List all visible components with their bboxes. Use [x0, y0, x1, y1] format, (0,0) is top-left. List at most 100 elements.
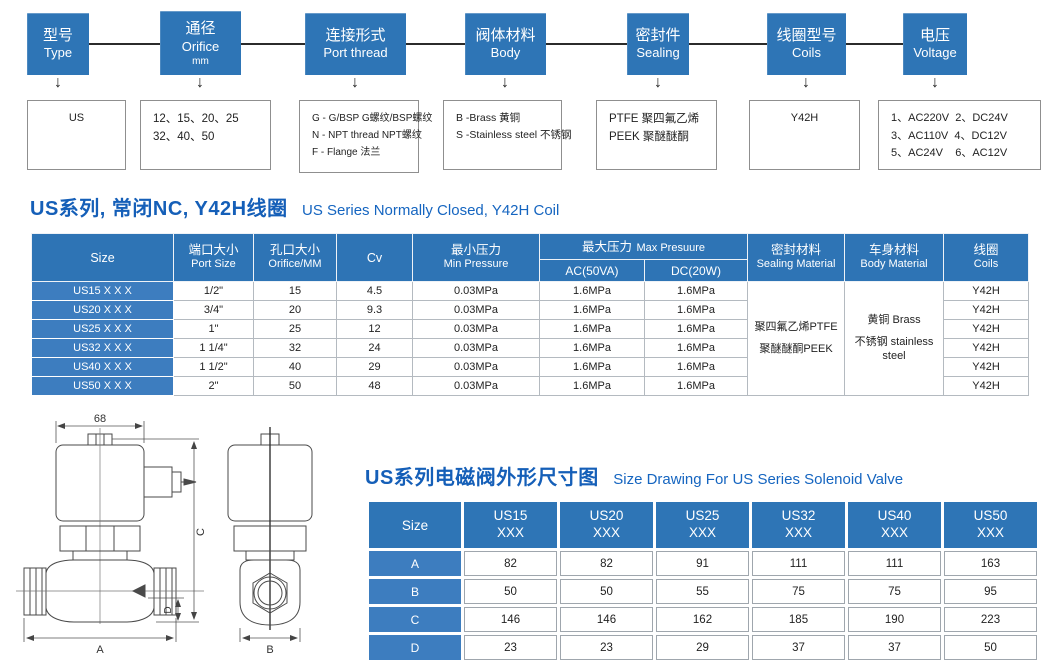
size-table-container: Size US15 XXX US20 XXX US25 XXX US32 XXX US4…: [366, 499, 1040, 663]
spec-cell: 0.03MPa: [412, 300, 540, 320]
spec-cell: 0.03MPa: [412, 357, 540, 377]
option-line: 5、AC24V 6、AC12V: [891, 147, 1008, 160]
flow-node-label-zh: 连接形式: [325, 26, 386, 44]
flow-node-label-en: Voltage: [913, 45, 957, 61]
flow-node-label-en: Orifice: [181, 38, 220, 54]
spec-row-label: US25 X X X: [31, 319, 174, 339]
size-cell: 50: [944, 635, 1037, 660]
spec-row: US32 X X X 1 1/4" 32 24 0.03MPa 1.6MPa 1…: [31, 338, 1030, 358]
dim-label-a: A: [96, 644, 104, 656]
col-header-cv: Cv: [336, 233, 413, 282]
flow-node-label-zh: 密封件: [635, 26, 681, 44]
flow-node-label-en: Body: [490, 45, 521, 61]
option-line: Y42H: [790, 112, 819, 124]
down-arrow-icon: ↓: [802, 74, 810, 91]
flow-node-label-sub: mm: [192, 55, 209, 67]
option-line: 32、40、50: [153, 131, 215, 144]
spec-table: Size 端口大小 Port Size 孔口大小 Orifice/MM Cv 最小压…: [31, 233, 1030, 396]
col-header-coils: 线圈 Coils: [943, 233, 1030, 282]
option-line: 12、15、20、25: [153, 113, 239, 125]
flow-node-label-zh: 型号: [42, 26, 73, 44]
size-cell: 95: [944, 579, 1037, 604]
size-cell: 163: [944, 551, 1037, 576]
size-cell: 223: [944, 607, 1037, 632]
option-line: PTFE 聚四氟乙烯: [609, 113, 700, 125]
body-material-cell: 黄铜 Brass 不锈钢 stainless steel: [844, 281, 945, 396]
spec-cell: 1.6MPa: [539, 300, 645, 320]
flow-options-type: US: [27, 100, 126, 170]
model-header-us25: US25 XXX: [656, 502, 749, 548]
spec-cell: 9.3: [336, 300, 413, 320]
spec-cell: 25: [253, 319, 337, 339]
flow-connector-line: [89, 43, 160, 45]
size-cell: 37: [848, 635, 941, 660]
size-cell: 50: [560, 579, 653, 604]
spec-cell: 3/4": [173, 300, 254, 320]
flow-node-label-zh: 线圈型号: [776, 26, 837, 44]
option-line: 3、AC110V 4、DC12V: [891, 129, 1007, 142]
down-arrow-icon: ↓: [196, 74, 204, 91]
spec-cell: 1.6MPa: [643, 281, 749, 301]
spec-row: US15 X X X 1/2" 15 4.5 0.03MPa 1.6MPa 1.…: [31, 281, 1030, 396]
spec-cell: 12: [336, 319, 413, 339]
spec-cell: Y42H: [943, 300, 1030, 320]
size-table: Size US15 XXX US20 XXX US25 XXX US32 XXX US4…: [366, 499, 1040, 663]
model-header-us20: US20 XXX: [560, 502, 653, 548]
size-cell: 23: [560, 635, 653, 660]
spec-cell: 32: [253, 338, 337, 358]
flow-options-body-material: B -Brass 黄铜 S -Stainless steel 不锈钢: [443, 100, 572, 170]
spec-row-label: US20 X X X: [31, 300, 174, 320]
dim-label-d: D: [163, 606, 174, 613]
size-cell: 37: [752, 635, 845, 660]
spec-cell: Y42H: [943, 281, 1030, 301]
flow-node-label-en: Type: [43, 45, 73, 61]
dim-label-68: 68: [94, 413, 106, 425]
dim-row-label: A: [369, 551, 461, 576]
col-header-size: Size: [31, 233, 174, 282]
spec-cell: 29: [336, 357, 413, 377]
size-title-en: Size Drawing For US Series Solenoid Valv…: [613, 471, 904, 488]
flow-node-label-zh: 电压: [919, 26, 950, 44]
flow-connector-line: [406, 43, 465, 45]
flow-options-port-thread: G - G/BSP G螺纹/BSP螺纹 N - NPT thread NPT螺纹…: [299, 100, 432, 173]
spec-cell: 40: [253, 357, 337, 377]
size-cell: 146: [560, 607, 653, 632]
size-cell: 82: [464, 551, 557, 576]
sealing-material-cell: 聚四氟乙烯PTFE 聚醚醚酮PEEK: [747, 281, 846, 396]
col-header-min-pressure: 最小压力 Min Pressure: [412, 233, 540, 282]
spec-cell: 1/2": [173, 281, 254, 301]
dim-label-b: B: [266, 644, 273, 656]
flow-node-label-en: Sealing: [636, 45, 680, 61]
size-cell: 75: [752, 579, 845, 604]
spec-cell: 1.6MPa: [539, 338, 645, 358]
flow-connector-line: [241, 43, 305, 45]
size-table-row: A 82 82 91 111 111 163: [369, 551, 1037, 576]
size-cell: 190: [848, 607, 941, 632]
size-cell: 50: [464, 579, 557, 604]
down-arrow-icon: ↓: [931, 74, 939, 91]
spec-cell: 1": [173, 319, 254, 339]
spec-cell: 1 1/4": [173, 338, 254, 358]
spec-cell: 1.6MPa: [643, 357, 749, 377]
spec-cell: 1.6MPa: [643, 300, 749, 320]
option-line: F - Flange 法兰: [312, 147, 381, 158]
spec-section-title: US系列, 常闭NC, Y42H线圈 US Series Normally Cl…: [30, 192, 559, 221]
option-line: 1、AC220V 2、DC24V: [891, 112, 1008, 124]
size-cell: 162: [656, 607, 749, 632]
option-line: PEEK 聚醚醚酮: [609, 131, 689, 144]
spec-row-label: US50 X X X: [31, 376, 174, 396]
model-header-us40: US40 XXX: [848, 502, 941, 548]
size-table-row: B 50 50 55 75 75 95: [369, 579, 1037, 604]
spec-cell: 1.6MPa: [539, 357, 645, 377]
size-cell: 111: [848, 551, 941, 576]
valve-drawing-svg: 68 C D A B: [16, 413, 313, 656]
option-line: US: [68, 112, 85, 124]
model-header-us15: US15 XXX: [464, 502, 557, 548]
spec-cell: 2": [173, 376, 254, 396]
flow-node-label-zh: 阀体材料: [475, 26, 536, 44]
spec-cell: 1.6MPa: [643, 319, 749, 339]
spec-cell: 0.03MPa: [412, 338, 540, 358]
option-line: N - NPT thread NPT螺纹: [312, 130, 422, 141]
spec-cell: 15: [253, 281, 337, 301]
